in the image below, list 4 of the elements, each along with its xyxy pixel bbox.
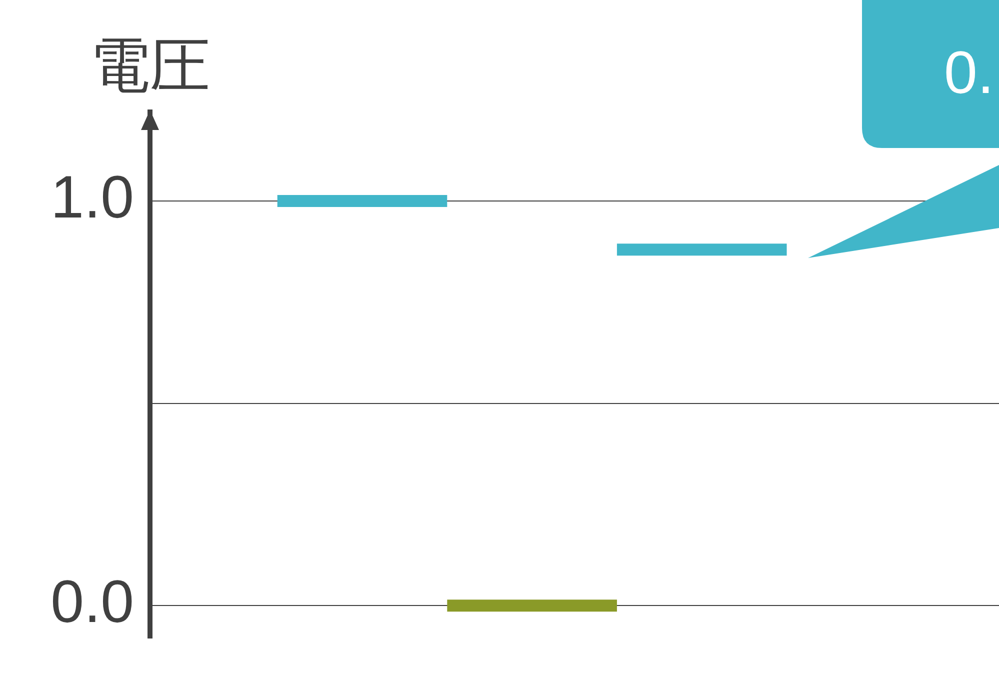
y-tick-label: 1.0 bbox=[50, 164, 134, 231]
y-tick-label: 0.0 bbox=[50, 568, 134, 636]
y-axis-title: 電圧 bbox=[90, 32, 210, 99]
text: 0. bbox=[944, 38, 994, 108]
